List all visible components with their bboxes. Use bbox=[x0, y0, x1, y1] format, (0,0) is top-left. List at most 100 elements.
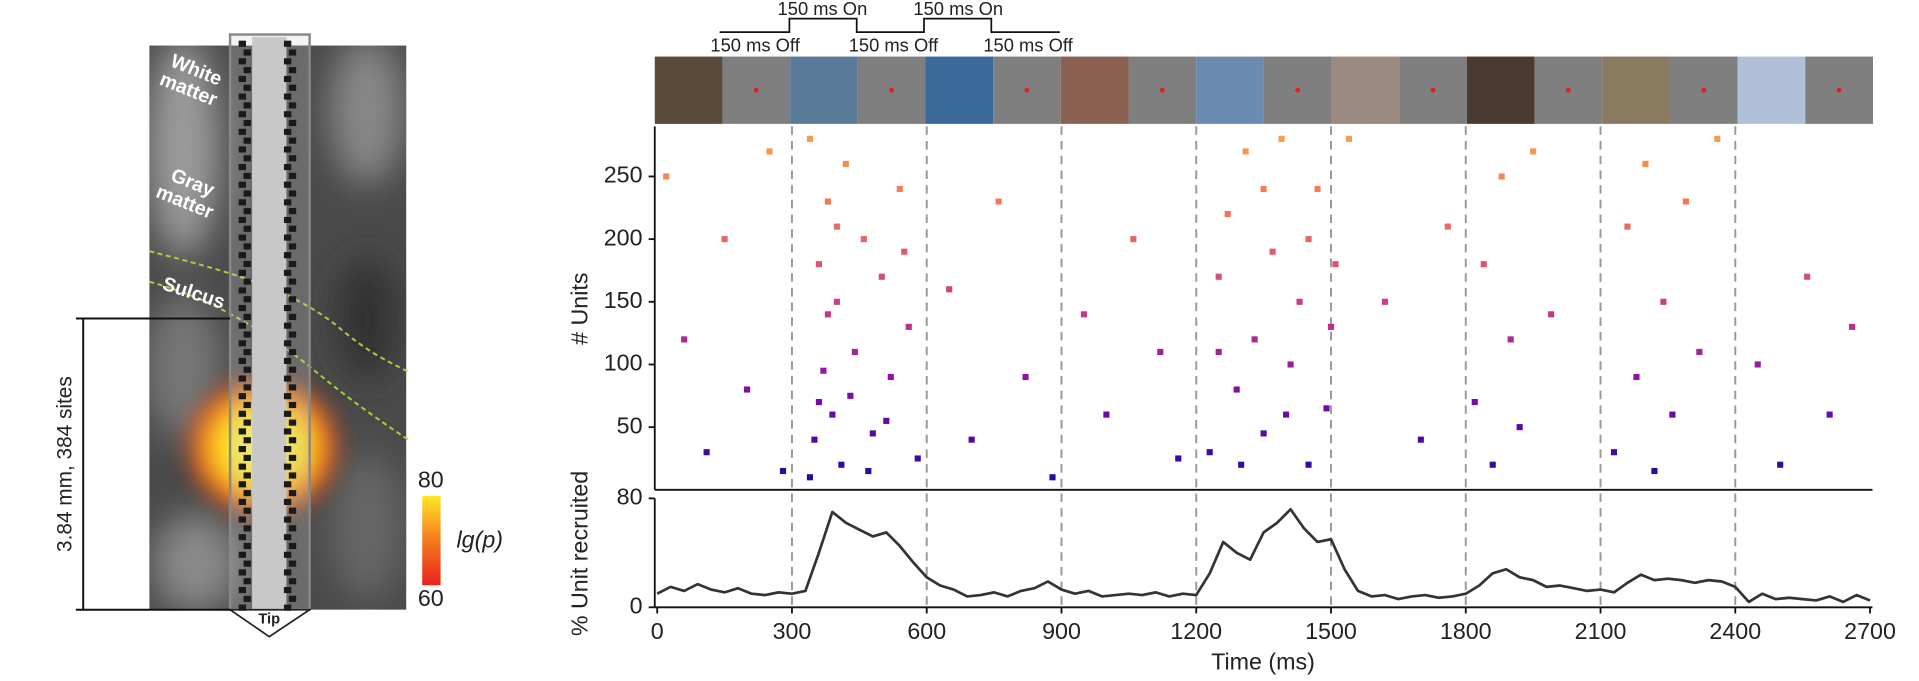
spike bbox=[1516, 424, 1523, 431]
probe-site bbox=[288, 243, 297, 250]
probe-site bbox=[283, 181, 292, 188]
tip-label: Tip bbox=[258, 611, 280, 627]
probe-site bbox=[238, 375, 246, 382]
fixation-dot bbox=[1430, 87, 1436, 93]
spike bbox=[1610, 449, 1618, 456]
spike bbox=[995, 198, 1002, 205]
probe-site bbox=[288, 401, 297, 409]
probe-site bbox=[288, 542, 297, 550]
y-tick-label: 0 bbox=[630, 592, 643, 618]
spike bbox=[815, 261, 822, 268]
x-tick-label: 2700 bbox=[1844, 618, 1896, 644]
spike bbox=[1283, 411, 1290, 418]
probe-site bbox=[243, 454, 251, 461]
spike bbox=[833, 298, 840, 305]
probe-site bbox=[283, 534, 292, 541]
spike bbox=[887, 373, 894, 381]
x-tick-label: 2100 bbox=[1575, 618, 1627, 644]
probe-site bbox=[238, 481, 246, 488]
probe-site bbox=[243, 349, 251, 356]
spike bbox=[1682, 198, 1689, 205]
spike bbox=[1278, 135, 1285, 142]
probe-site bbox=[288, 419, 297, 426]
probe-site bbox=[243, 208, 251, 215]
spike bbox=[1327, 323, 1335, 330]
probe-site bbox=[238, 516, 246, 523]
probe-site bbox=[283, 199, 292, 206]
fixation-dot bbox=[1295, 87, 1301, 93]
probe-site bbox=[243, 472, 251, 479]
probe-site bbox=[288, 560, 297, 567]
spike bbox=[1507, 336, 1514, 343]
probe-site bbox=[238, 551, 246, 558]
probe-site bbox=[283, 375, 292, 382]
probe-site bbox=[243, 190, 251, 197]
probe-site bbox=[283, 216, 292, 224]
spike bbox=[1233, 386, 1240, 393]
spike bbox=[663, 173, 670, 180]
spike bbox=[847, 392, 854, 399]
probe-site bbox=[288, 278, 297, 285]
probe-site bbox=[288, 172, 297, 179]
y-axis-label: # Units bbox=[566, 272, 592, 344]
probe-site bbox=[283, 58, 292, 65]
spike bbox=[1417, 436, 1424, 443]
probe-site bbox=[288, 507, 297, 514]
spike bbox=[1633, 373, 1640, 381]
probe-site bbox=[283, 357, 292, 364]
probe-site bbox=[288, 67, 297, 74]
probe-site bbox=[288, 84, 297, 91]
probe-site bbox=[238, 393, 246, 400]
fixation-dot bbox=[889, 87, 895, 93]
spike bbox=[1269, 248, 1276, 255]
y-tick-label: 200 bbox=[604, 224, 643, 250]
probe-site bbox=[288, 49, 297, 56]
probe-site bbox=[243, 490, 251, 497]
probe-site bbox=[243, 102, 251, 109]
probe-site bbox=[283, 269, 292, 276]
spike bbox=[896, 185, 903, 193]
probe-site bbox=[288, 578, 297, 585]
spike bbox=[1777, 461, 1784, 468]
spike bbox=[1103, 411, 1110, 418]
probe-site bbox=[238, 75, 246, 83]
timing-line bbox=[719, 17, 1060, 33]
image-tile bbox=[1737, 56, 1806, 124]
probe-site bbox=[243, 137, 251, 144]
probe-site bbox=[283, 40, 292, 47]
spike bbox=[1296, 298, 1303, 305]
probe-site bbox=[238, 498, 246, 505]
spike bbox=[946, 286, 953, 293]
probe-site bbox=[243, 331, 251, 338]
spike bbox=[1242, 148, 1249, 155]
probe-site bbox=[238, 287, 246, 294]
probe-site bbox=[283, 93, 292, 100]
probe-site bbox=[283, 569, 292, 576]
probe-site bbox=[288, 260, 297, 268]
fixation-dot bbox=[1836, 87, 1842, 93]
probe-site bbox=[243, 155, 251, 162]
spike bbox=[743, 386, 751, 393]
spike bbox=[1826, 411, 1833, 418]
probe-site bbox=[243, 384, 251, 391]
spike bbox=[1804, 273, 1811, 280]
probe-site bbox=[288, 366, 297, 373]
probe-site bbox=[243, 84, 251, 91]
x-tick-label: 900 bbox=[1042, 618, 1081, 644]
probe-site bbox=[288, 384, 297, 391]
probe-site bbox=[243, 542, 251, 550]
spike bbox=[1130, 236, 1137, 243]
fixation-dot bbox=[1024, 87, 1030, 93]
y-axis-label: % Unit recruited bbox=[566, 471, 592, 636]
spike bbox=[1323, 405, 1330, 412]
spike bbox=[1548, 311, 1555, 318]
probe-site bbox=[288, 331, 297, 338]
x-tick-label: 600 bbox=[907, 618, 946, 644]
probe-site bbox=[238, 252, 246, 259]
probe-site bbox=[243, 67, 251, 74]
probe-site bbox=[288, 525, 297, 532]
probe-site bbox=[288, 137, 297, 144]
image-tile bbox=[1060, 56, 1129, 124]
probe-site bbox=[238, 569, 246, 576]
fixation-dot bbox=[1159, 87, 1165, 93]
